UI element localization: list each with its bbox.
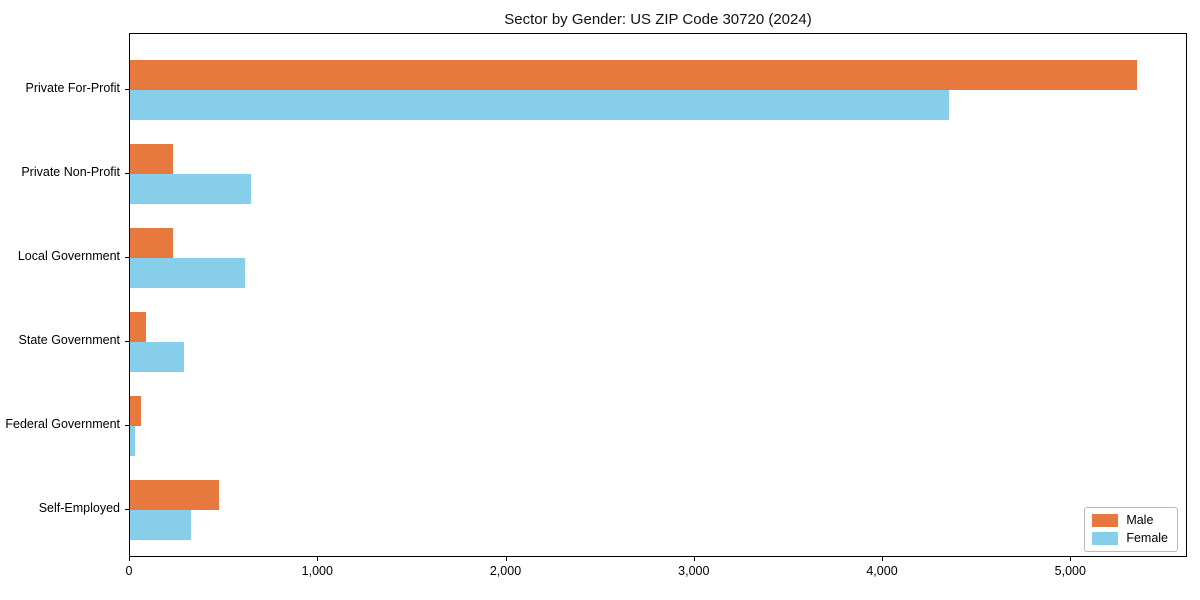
x-tick-mark [129, 557, 130, 561]
x-tick-mark [317, 557, 319, 561]
bar-male-private-non-profit [130, 144, 174, 174]
y-axis-label-self-employed: Self-Employed [38, 501, 120, 515]
bar-female-local-government [130, 258, 245, 288]
x-axis-tick-label-5000: 5,000 [1054, 564, 1086, 578]
y-axis-label-private-non-profit: Private Non-Profit [21, 165, 120, 179]
bar-male-private-for-profit [130, 60, 1138, 90]
bar-female-private-non-profit [130, 174, 251, 204]
bar-male-federal-government [130, 396, 142, 426]
legend-label-female: Female [1126, 531, 1168, 545]
x-tick-mark [882, 557, 883, 561]
y-tick-mark [125, 341, 129, 342]
y-axis-label-federal-government: Federal Government [5, 417, 120, 431]
plot-area: Male Female [129, 33, 1187, 557]
x-axis-tick-label-4000: 4,000 [866, 564, 898, 578]
x-axis-tick-label-1000: 1,000 [301, 564, 333, 578]
bar-female-federal-government [130, 426, 135, 456]
y-tick-mark [125, 425, 129, 426]
x-tick-mark [505, 557, 507, 561]
x-axis-tick-label-2000: 2,000 [489, 564, 522, 578]
y-axis-label-private-for-profit: Private For-Profit [25, 81, 120, 95]
y-tick-mark [125, 509, 129, 510]
legend-swatch-female [1092, 532, 1119, 545]
bar-female-self-employed [130, 510, 192, 540]
x-axis-tick-label-3000: 3,000 [678, 564, 710, 578]
y-tick-mark [125, 89, 129, 90]
x-tick-mark [693, 557, 695, 561]
legend-swatch-male [1092, 514, 1119, 527]
x-tick-mark [1070, 557, 1072, 561]
x-axis-tick-label-0: 0 [125, 564, 133, 578]
legend-row-female: Female [1092, 532, 1168, 545]
y-axis-label-state-government: State Government [18, 333, 120, 347]
legend-row-male: Male [1092, 514, 1168, 527]
bar-female-state-government [130, 342, 184, 372]
legend-label-male: Male [1126, 513, 1154, 527]
bar-male-local-government [130, 228, 174, 258]
chart-title: Sector by Gender: US ZIP Code 30720 (202… [504, 11, 812, 28]
bar-male-self-employed [130, 480, 220, 510]
y-tick-mark [125, 173, 129, 174]
bar-female-private-for-profit [130, 90, 949, 120]
bar-male-state-government [130, 312, 146, 342]
y-axis-label-local-government: Local Government [17, 249, 120, 263]
y-tick-mark [125, 257, 129, 258]
legend: Male Female [1084, 507, 1178, 552]
